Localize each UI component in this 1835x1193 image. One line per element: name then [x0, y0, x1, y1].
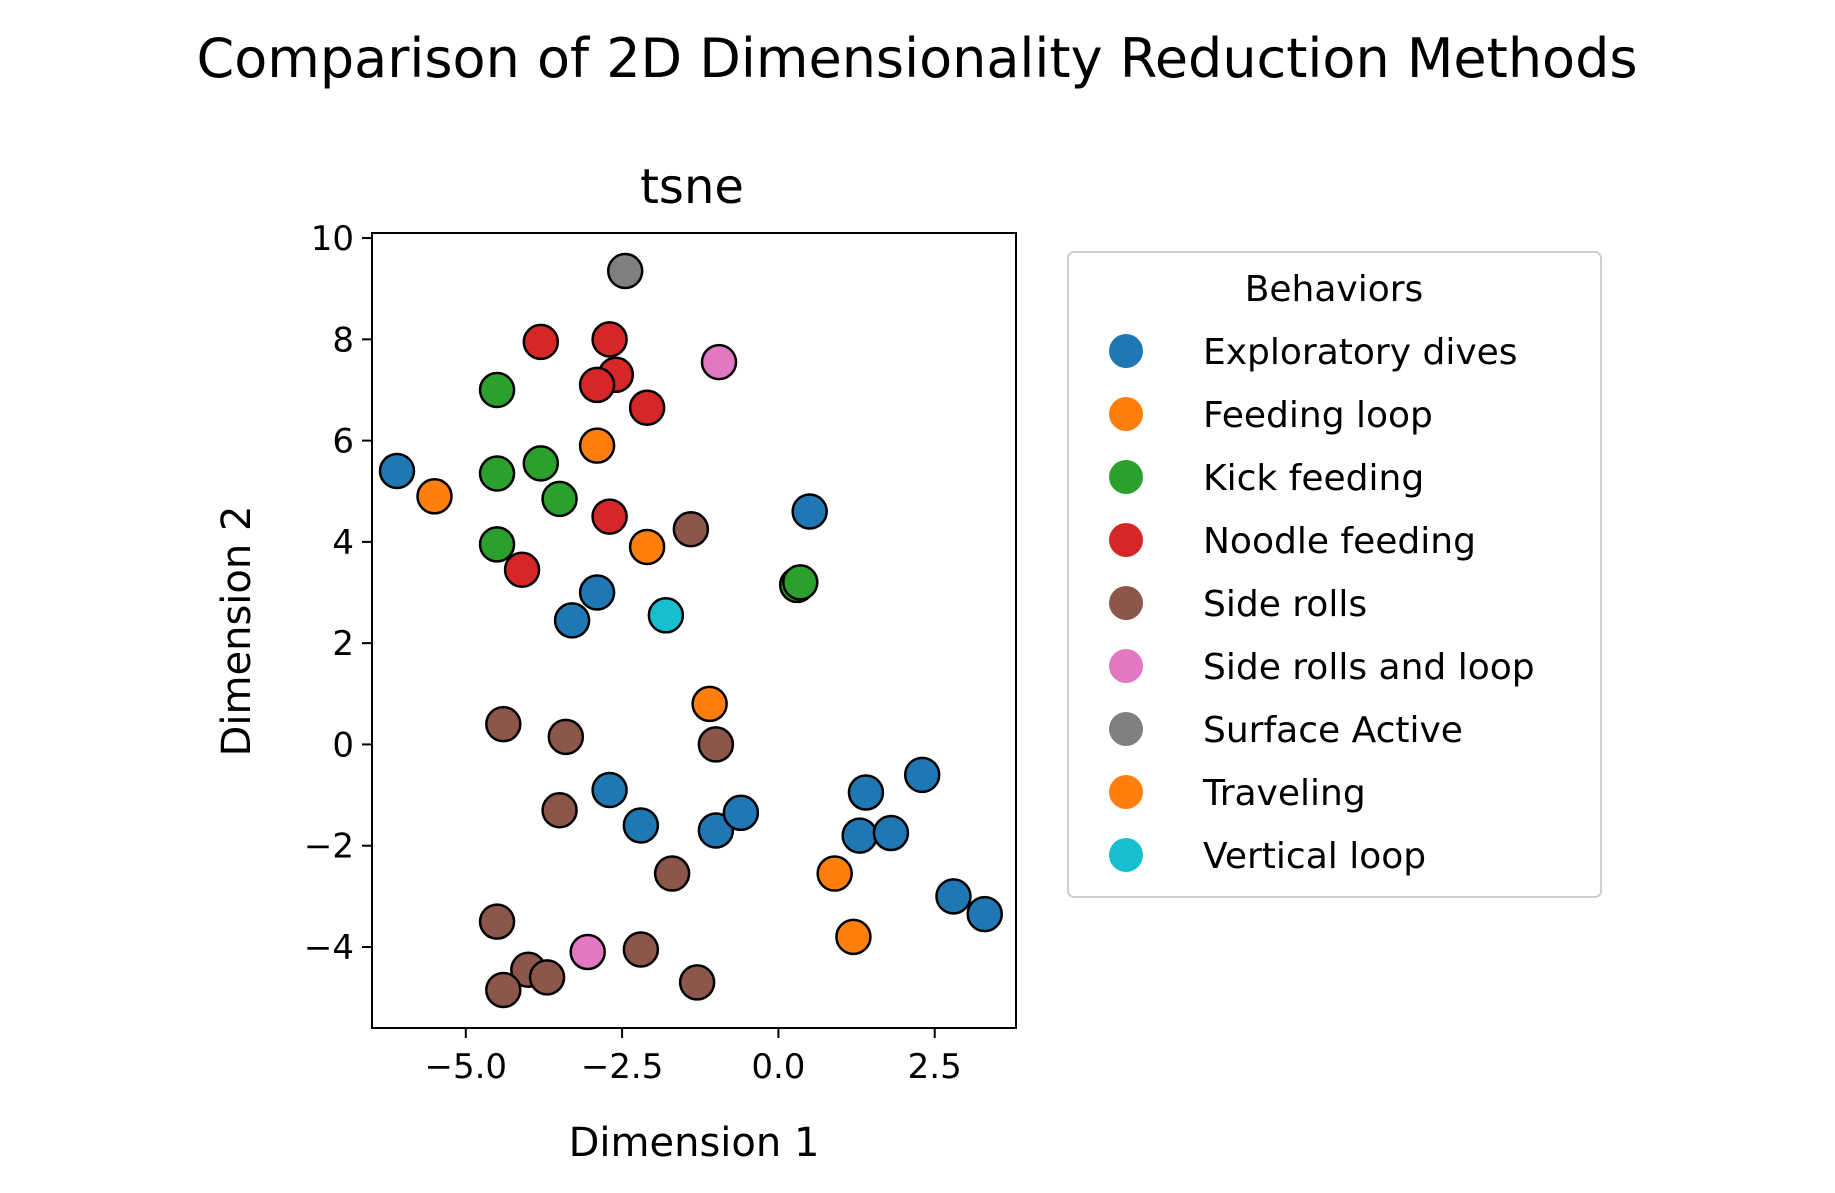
data-point	[478, 455, 516, 492]
data-point	[478, 903, 516, 940]
plot-area	[378, 252, 1003, 1009]
x-tick-label: 2.5	[908, 1047, 962, 1087]
data-point	[485, 971, 522, 1009]
data-point	[578, 427, 616, 464]
legend-label: Kick feeding	[1203, 458, 1424, 499]
y-tick-label: 8	[332, 320, 354, 360]
legend-marker	[1109, 460, 1143, 494]
legend-marker	[1109, 586, 1143, 620]
data-point	[835, 918, 872, 956]
legend: Behaviors Exploratory dives Feeding loop K…	[1067, 251, 1602, 898]
data-point	[541, 792, 578, 829]
data-point	[653, 855, 691, 892]
figure-suptitle: Comparison of 2D Dimensionality Reductio…	[197, 27, 1638, 90]
x-tick-label: −5.0	[425, 1047, 508, 1087]
data-point	[478, 526, 516, 563]
data-point	[622, 931, 660, 968]
data-point	[722, 794, 760, 832]
data-point	[578, 574, 616, 611]
legend-marker	[1109, 523, 1143, 557]
data-point	[591, 498, 628, 535]
y-tick-label: 0	[332, 725, 354, 765]
data-point	[816, 855, 853, 892]
data-point	[547, 718, 585, 756]
axes-frame	[371, 232, 1017, 1029]
data-point	[647, 597, 685, 634]
data-point	[628, 389, 666, 426]
data-point	[622, 807, 660, 844]
data-point	[503, 551, 541, 588]
data-point	[416, 478, 453, 515]
legend-label: Noodle feeding	[1203, 521, 1476, 562]
data-point	[697, 726, 735, 763]
legend-marker	[1109, 649, 1143, 683]
data-point	[578, 366, 616, 404]
data-point	[872, 814, 910, 852]
data-point	[841, 817, 878, 854]
x-tick-label: 0.0	[751, 1047, 805, 1087]
x-axis-label: Dimension 1	[569, 1120, 820, 1166]
legend-entries: Exploratory dives Feeding loop Kick feedin…	[1109, 332, 1535, 877]
y-tick-label: 10	[311, 219, 354, 259]
data-point	[678, 964, 716, 1001]
legend-title: Behaviors	[1245, 269, 1424, 310]
legend-label: Traveling	[1202, 773, 1366, 814]
legend-frame	[1067, 251, 1602, 898]
y-tick-label: −4	[304, 928, 354, 968]
data-point	[569, 933, 606, 971]
y-axis-label: Dimension 2	[214, 506, 260, 757]
data-point	[903, 756, 941, 794]
data-point	[847, 774, 885, 811]
data-point	[553, 602, 591, 639]
data-point	[966, 895, 1003, 933]
legend-label: Feeding loop	[1203, 395, 1433, 436]
legend-marker	[1109, 334, 1143, 368]
data-point	[528, 959, 566, 996]
y-tick-label: 2	[332, 624, 354, 664]
data-point	[672, 510, 710, 548]
axis-ticks: −5.0 −2.5 0.0 2.5 −4 −2 0 2 4 6 8 10	[304, 219, 962, 1087]
data-point	[378, 452, 416, 490]
y-tick-label: 4	[332, 523, 354, 563]
data-point	[606, 252, 644, 290]
legend-marker	[1109, 775, 1143, 809]
data-point	[591, 771, 628, 809]
data-point	[478, 371, 516, 409]
legend-label: Surface Active	[1203, 710, 1463, 751]
legend-label: Exploratory dives	[1203, 332, 1518, 373]
y-tick-label: 6	[332, 422, 354, 462]
legend-label: Side rolls	[1203, 584, 1367, 625]
data-point	[935, 878, 972, 915]
axes-title: tsne	[640, 159, 744, 215]
data-point	[522, 323, 560, 361]
data-point	[691, 685, 728, 723]
legend-marker	[1109, 397, 1143, 431]
data-point	[697, 812, 735, 849]
data-point	[700, 343, 738, 381]
x-tick-label: −2.5	[581, 1047, 664, 1087]
data-point	[782, 564, 819, 601]
data-point	[541, 480, 578, 518]
legend-marker	[1109, 712, 1143, 746]
data-point	[485, 705, 522, 743]
legend-label: Side rolls and loop	[1203, 647, 1535, 688]
legend-label: Vertical loop	[1203, 836, 1426, 877]
data-point	[791, 493, 828, 530]
data-point	[522, 445, 560, 482]
y-tick-label: −2	[304, 827, 354, 867]
legend-marker	[1109, 838, 1143, 872]
data-point	[628, 528, 666, 566]
data-point	[591, 321, 628, 358]
